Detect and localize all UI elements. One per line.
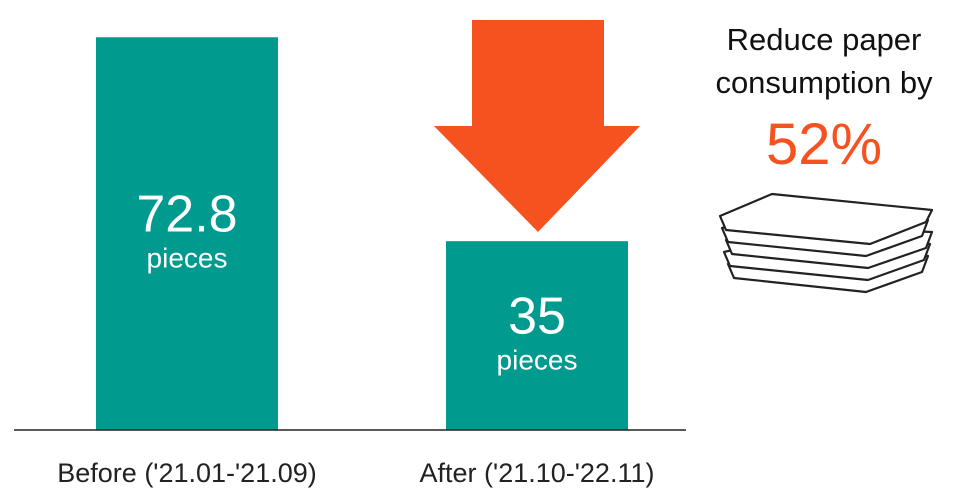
bar-unit-label: pieces [147,243,228,274]
callout-line-1: Reduce paper [726,22,922,57]
reduction-percent: 52% [765,112,883,177]
bar-1 [96,37,278,431]
category-label: Before ('21.01-'21.09) [57,458,316,488]
category-label: After ('21.10-'22.11) [420,458,655,488]
bar-2 [446,241,628,430]
callout-line-2: consumption by [715,65,933,100]
bar-value-label: 35 [508,288,566,346]
paper-stack-icon [718,192,934,294]
down-arrow-icon [434,20,640,232]
bar-value-label: 72.8 [136,186,237,244]
bar-unit-label: pieces [497,345,578,376]
